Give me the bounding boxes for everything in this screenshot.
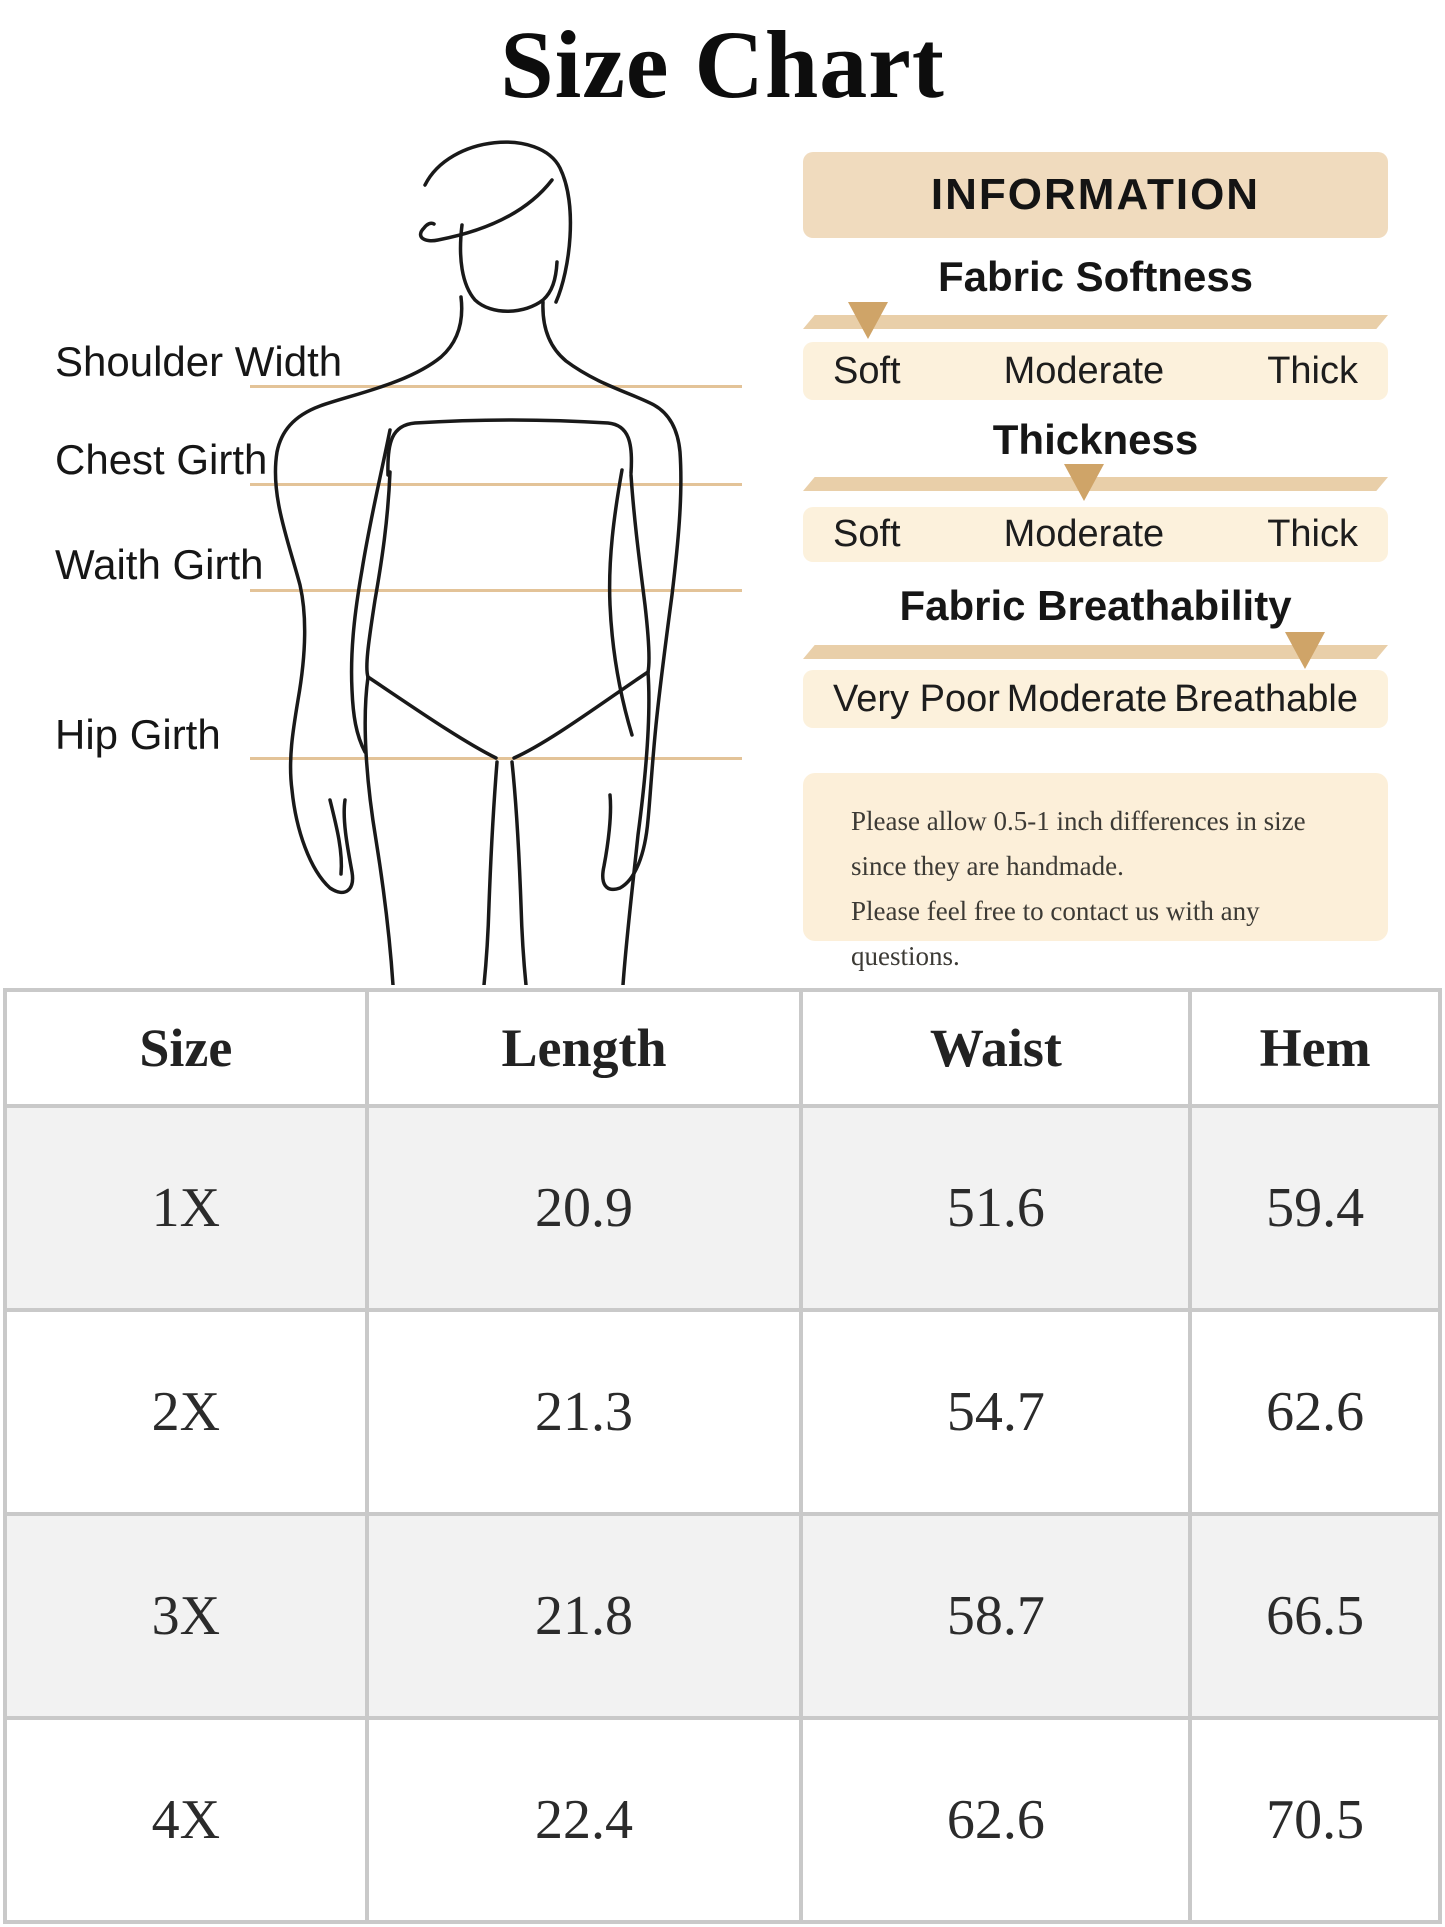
note-line: since they are handmade. [851,851,1124,881]
column-header-waist: Waist [799,988,1193,1108]
pointer-triangle-icon [1064,464,1104,501]
information-panel: INFORMATION Fabric Softness Soft Moderat… [803,152,1388,971]
body-outline-drawing [273,140,683,985]
scale-label: Moderate [1006,677,1168,720]
note-line: Please feel free to contact us with any … [851,896,1260,971]
length-cell: 20.9 [364,1104,804,1312]
size-cell: 4X [3,1716,369,1924]
handmade-note: Please allow 0.5-1 inch differences in s… [803,773,1388,971]
scale-label: Soft [833,513,901,555]
size-cell: 1X [3,1104,369,1312]
scale-label: Moderate [1003,349,1165,392]
waist-cell: 62.6 [799,1716,1193,1924]
column-header-size: Size [3,988,369,1108]
table-row: 1X 20.9 51.6 59.4 [3,1104,1442,1312]
information-header: INFORMATION [803,152,1388,238]
waith-girth-label: Waith Girth [55,541,264,588]
size-cell: 2X [3,1308,369,1516]
scale-label: Very Poor [833,677,1000,720]
hem-cell: 66.5 [1188,1512,1442,1720]
fabric-softness-scale: Soft Moderate Thick [803,342,1388,400]
scale-label: Soft [833,349,901,392]
fabric-softness-slider [803,302,1388,342]
waist-cell: 51.6 [799,1104,1193,1312]
scale-label: Breathable [1174,677,1358,720]
fabric-breathability-heading: Fabric Breathability [899,582,1292,629]
waist-cell: 54.7 [799,1308,1193,1516]
slider-track [803,645,1388,659]
thickness-slider [803,464,1388,504]
table-row: 2X 21.3 54.7 62.6 [3,1308,1442,1516]
column-header-length: Length [364,988,804,1108]
shoulder-width-label: Shoulder Width [55,338,343,385]
waist-girth-line [250,589,742,592]
scale-label: Thick [1267,349,1358,392]
pointer-triangle-icon [848,302,888,339]
size-cell: 3X [3,1512,369,1720]
hem-cell: 62.6 [1188,1308,1442,1516]
column-header-hem: Hem [1188,988,1442,1108]
table-row: 4X 22.4 62.6 70.5 [3,1716,1442,1924]
hem-cell: 59.4 [1188,1104,1442,1312]
fabric-breathability-slider [803,632,1388,672]
thickness-heading: Thickness [992,416,1199,463]
slider-track [803,315,1388,329]
hip-girth-label: Hip Girth [55,711,221,758]
scale-label: Moderate [1003,513,1165,555]
length-cell: 21.3 [364,1308,804,1516]
hem-cell: 70.5 [1188,1716,1442,1924]
length-cell: 22.4 [364,1716,804,1924]
scale-label: Thick [1267,513,1358,555]
fabric-breathability-scale: Very Poor Moderate Breathable [803,670,1388,728]
thickness-scale: Soft Moderate Thick [803,507,1388,562]
shoulder-width-line [250,385,742,388]
length-cell: 21.8 [364,1512,804,1720]
fabric-softness-heading: Fabric Softness [937,253,1254,300]
table-header-row: Size Length Waist Hem [3,988,1442,1108]
table-row: 3X 21.8 58.7 66.5 [3,1512,1442,1720]
waist-cell: 58.7 [799,1512,1193,1720]
note-line: Please allow 0.5-1 inch differences in s… [851,806,1306,836]
chest-girth-label: Chest Girth [55,436,268,483]
chest-girth-line [250,483,742,486]
page-title: Size Chart [500,11,945,118]
size-table: Size Length Waist Hem 1X 20.9 51.6 59.4 … [3,988,1442,1924]
pointer-triangle-icon [1285,632,1325,669]
